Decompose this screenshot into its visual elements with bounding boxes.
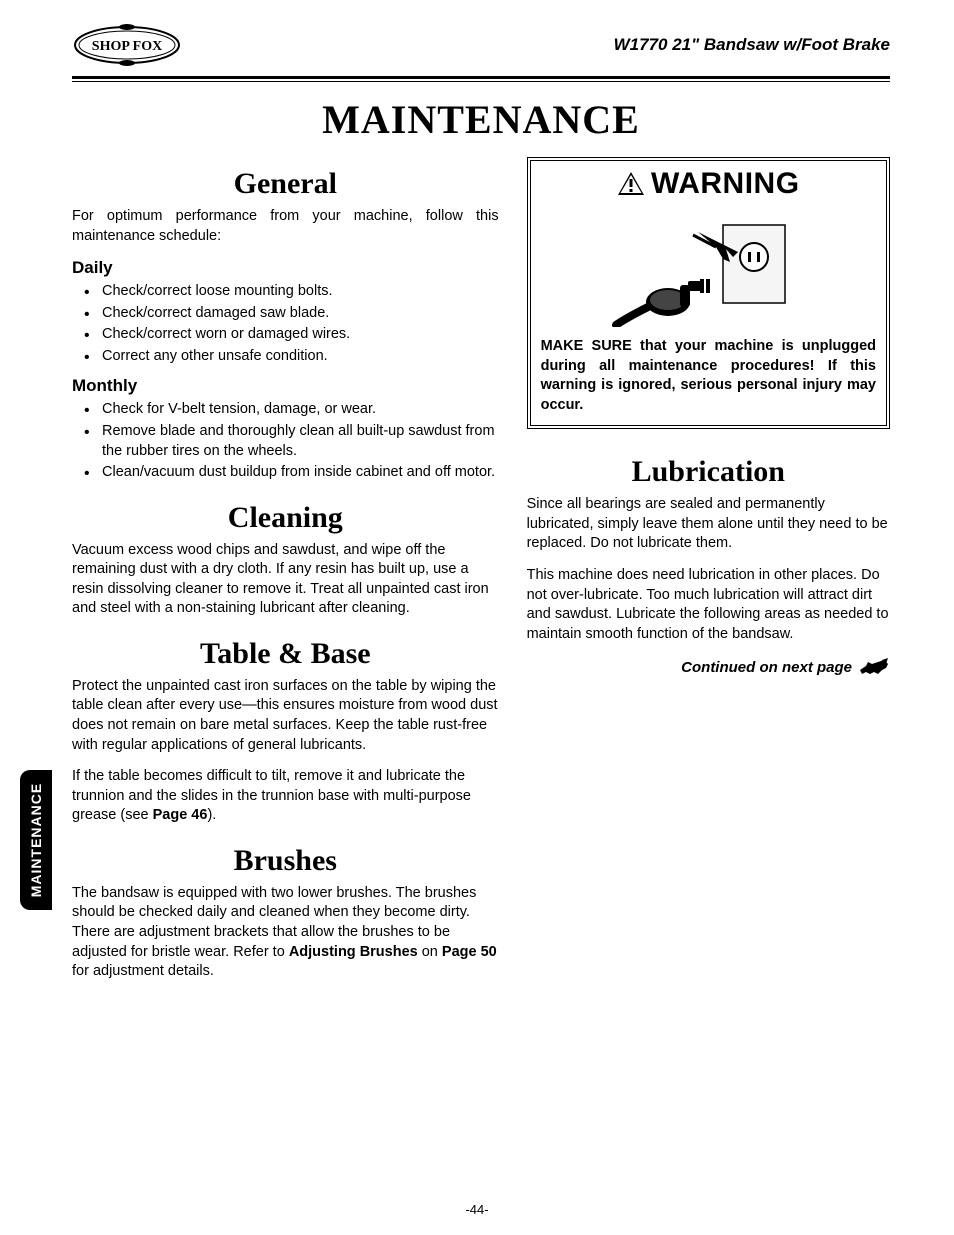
warning-box: WARNING MAKE <box>527 157 890 429</box>
svg-text:SHOP FOX: SHOP FOX <box>92 39 162 54</box>
left-column: General For optimum performance from you… <box>72 149 499 994</box>
side-tab-label: MAINTENANCE <box>28 783 44 897</box>
product-title: W1770 21" Bandsaw w/Foot Brake <box>614 35 890 55</box>
page-ref: Page 50 <box>442 944 497 960</box>
header-rule <box>72 76 890 82</box>
text-span: ). <box>207 807 216 823</box>
list-item: Check/correct loose mounting bolts. <box>102 282 499 302</box>
warning-unplug-illustration <box>531 203 886 333</box>
lubrication-p1: Since all bearings are sealed and perman… <box>527 495 890 554</box>
list-item: Clean/vacuum dust buildup from inside ca… <box>102 463 499 483</box>
brushes-p1: The bandsaw is equipped with two lower b… <box>72 884 499 982</box>
continued-indicator: Continued on next page <box>527 656 890 678</box>
list-item: Correct any other unsafe condition. <box>102 347 499 367</box>
cleaning-text: Vacuum excess wood chips and sawdust, an… <box>72 541 499 619</box>
list-item: Check/correct worn or damaged wires. <box>102 325 499 345</box>
monthly-heading: Monthly <box>72 376 499 396</box>
section-lubrication-title: Lubrication <box>527 455 890 489</box>
page-header: SHOP FOX W1770 21" Bandsaw w/Foot Brake <box>72 24 890 74</box>
warning-triangle-icon <box>617 171 645 197</box>
page-ref: Page 46 <box>153 807 208 823</box>
warning-header: WARNING <box>531 161 886 203</box>
topic-ref: Adjusting Brushes <box>289 944 418 960</box>
shop-fox-logo: SHOP FOX <box>72 24 182 66</box>
text-span: for adjustment details. <box>72 963 214 979</box>
side-tab-maintenance: MAINTENANCE <box>20 770 52 910</box>
right-column: WARNING MAKE <box>527 149 890 994</box>
list-item: Check/correct damaged saw blade. <box>102 304 499 324</box>
daily-list: Check/correct loose mounting bolts. Chec… <box>72 282 499 366</box>
section-general-title: General <box>72 167 499 201</box>
fox-arrow-icon <box>858 656 890 678</box>
monthly-list: Check for V-belt tension, damage, or wea… <box>72 400 499 482</box>
list-item: Remove blade and thoroughly clean all bu… <box>102 422 499 461</box>
general-intro: For optimum performance from your machin… <box>72 207 499 246</box>
lubrication-p2: This machine does need lubrication in ot… <box>527 566 890 644</box>
warning-header-text: WARNING <box>651 167 800 201</box>
content-columns: General For optimum performance from you… <box>72 149 890 994</box>
table-base-p2: If the table becomes difficult to tilt, … <box>72 767 499 826</box>
list-item: Check for V-belt tension, damage, or wea… <box>102 400 499 420</box>
text-span: If the table becomes difficult to tilt, … <box>72 768 471 823</box>
section-table-base-title: Table & Base <box>72 637 499 671</box>
table-base-p1: Protect the unpainted cast iron surfaces… <box>72 677 499 755</box>
section-cleaning-title: Cleaning <box>72 501 499 535</box>
daily-heading: Daily <box>72 258 499 278</box>
continued-text: Continued on next page <box>681 659 852 676</box>
text-span: on <box>418 944 442 960</box>
main-title: MAINTENANCE <box>72 96 890 143</box>
section-brushes-title: Brushes <box>72 844 499 878</box>
warning-text: MAKE SURE that your machine is unplugged… <box>531 333 886 425</box>
page-number: -44- <box>0 1202 954 1217</box>
